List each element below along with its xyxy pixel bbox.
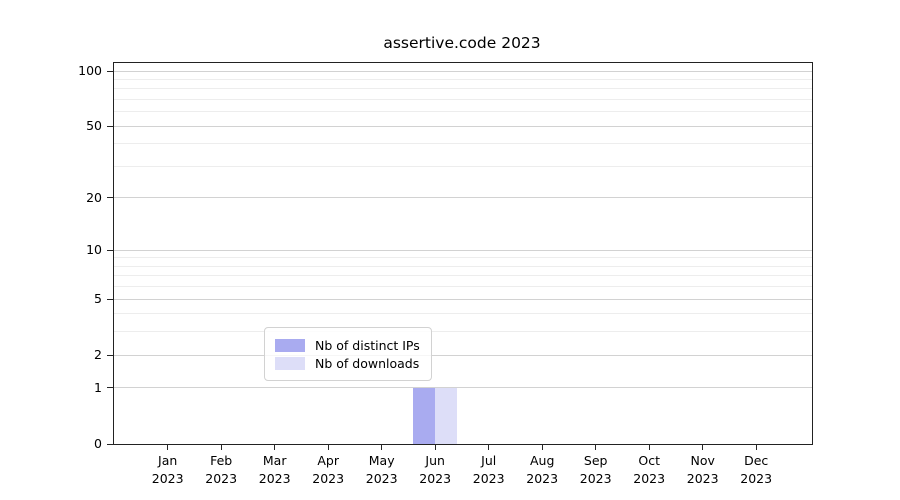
x-axis-tick <box>381 444 383 450</box>
month-label: Mar <box>262 453 287 468</box>
year-label: 2023 <box>312 471 345 487</box>
y-axis-tick-label: 100 <box>78 63 102 78</box>
legend-entry: Nb of distinct IPs <box>275 337 420 353</box>
legend-swatch <box>275 338 305 352</box>
x-axis-tick <box>541 444 543 450</box>
x-axis-tick <box>434 444 436 450</box>
y-axis-tick-label: 1 <box>94 379 102 395</box>
bar-nb-of-distinct-ips <box>413 387 436 444</box>
x-axis-tick <box>648 444 650 450</box>
minor-gridline <box>114 111 812 113</box>
y-axis-tick <box>107 443 113 445</box>
minor-gridline <box>114 275 812 277</box>
minor-gridline <box>114 257 812 259</box>
y-axis-tick-label: 20 <box>86 189 102 205</box>
minor-gridline <box>114 143 812 145</box>
x-axis-tick-label: Jul 2023 <box>457 452 521 488</box>
x-axis-tick-label: Mar 2023 <box>243 452 307 488</box>
x-axis-tick-label: Jun 2023 <box>403 452 467 488</box>
x-axis-tick <box>220 444 222 450</box>
y-axis-tick-label: 5 <box>94 291 102 307</box>
month-label: Sep <box>583 453 608 468</box>
month-label: May <box>368 453 395 468</box>
x-axis-tick-label: Feb 2023 <box>189 452 253 488</box>
x-axis-tick-label: Dec 2023 <box>724 452 788 488</box>
minor-gridline <box>114 265 812 267</box>
month-label: Feb <box>210 453 233 468</box>
x-axis-tick-label: Oct 2023 <box>617 452 681 488</box>
bar-nb-of-downloads <box>435 387 458 444</box>
major-gridline <box>114 298 812 300</box>
major-gridline <box>114 197 812 199</box>
y-axis-tick <box>107 70 113 72</box>
chart-title: assertive.code 2023 <box>383 34 541 52</box>
major-gridline <box>114 354 812 356</box>
minor-gridline <box>114 98 812 100</box>
x-axis-tick <box>702 444 704 450</box>
year-label: 2023 <box>205 471 238 487</box>
x-axis-tick <box>167 444 169 450</box>
x-axis-tick-label: Aug 2023 <box>510 452 574 488</box>
y-axis-tick <box>107 125 113 127</box>
y-axis-tick <box>107 387 113 389</box>
y-axis-tick <box>107 249 113 251</box>
year-label: 2023 <box>365 471 398 487</box>
y-axis-tick <box>107 197 113 199</box>
minor-gridline <box>114 286 812 288</box>
year-label: 2023 <box>151 471 184 487</box>
x-axis-tick <box>488 444 490 450</box>
y-axis-tick <box>107 298 113 300</box>
major-gridline <box>114 387 812 389</box>
year-label: 2023 <box>579 471 612 487</box>
plot-area: 0 1 2 5 10 20 50 100 Jan 2023 Feb 2023 Mar 2023 Apr 202… <box>78 62 813 486</box>
year-label: 2023 <box>686 471 719 487</box>
month-label: Dec <box>744 453 769 468</box>
month-label: Aug <box>529 453 555 468</box>
year-label: 2023 <box>633 471 666 487</box>
minor-gridline <box>114 313 812 315</box>
y-axis-tick-label: 2 <box>94 347 102 363</box>
x-axis-tick <box>274 444 276 450</box>
legend-label: Nb of distinct IPs <box>315 337 420 353</box>
year-label: 2023 <box>419 471 452 487</box>
x-axis-tick-label: Sep 2023 <box>564 452 628 488</box>
minor-gridline <box>114 165 812 167</box>
month-label: Apr <box>317 453 339 468</box>
x-axis-tick-label: Apr 2023 <box>296 452 360 488</box>
legend-entry: Nb of downloads <box>275 355 420 371</box>
year-label: 2023 <box>472 471 505 487</box>
month-label: Jun <box>425 453 445 468</box>
y-axis-tick-label: 0 <box>94 436 102 451</box>
legend-label: Nb of downloads <box>315 355 420 371</box>
y-axis-tick-label: 10 <box>86 242 102 258</box>
y-axis-tick <box>107 354 113 356</box>
x-axis-tick <box>327 444 329 450</box>
x-axis-tick <box>595 444 597 450</box>
major-gridline <box>114 125 812 127</box>
minor-gridline <box>114 331 812 333</box>
year-label: 2023 <box>740 471 773 487</box>
legend: Nb of distinct IPs Nb of downloads <box>264 327 432 381</box>
x-axis-tick-label: Jan 2023 <box>136 452 200 488</box>
y-axis-tick-label: 50 <box>86 118 102 134</box>
year-label: 2023 <box>526 471 559 487</box>
month-label: Jan <box>158 453 178 468</box>
legend-swatch <box>275 356 305 370</box>
month-label: Jul <box>481 453 497 468</box>
month-label: Nov <box>690 453 715 468</box>
x-axis-tick-label: Nov 2023 <box>671 452 735 488</box>
major-gridline <box>114 70 812 72</box>
minor-gridline <box>114 88 812 90</box>
x-axis-tick <box>755 444 757 450</box>
year-label: 2023 <box>258 471 291 487</box>
x-axis-tick-label: May 2023 <box>350 452 414 488</box>
month-label: Oct <box>638 453 660 468</box>
major-gridline <box>114 249 812 251</box>
minor-gridline <box>114 78 812 80</box>
